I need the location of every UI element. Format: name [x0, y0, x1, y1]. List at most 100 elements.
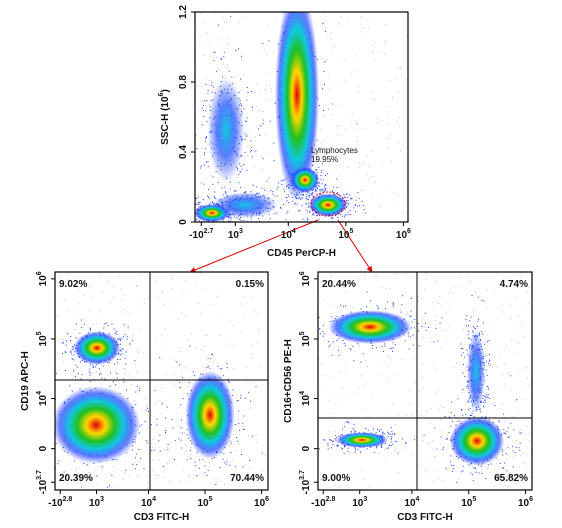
- event-dot: [198, 303, 200, 305]
- event-dot: [489, 471, 491, 473]
- event-dot: [404, 78, 406, 80]
- event-dot: [210, 223, 211, 224]
- event-dot: [457, 398, 459, 400]
- event-dot: [328, 74, 330, 76]
- event-dot: [515, 446, 517, 448]
- event-dot: [319, 190, 321, 192]
- event-dot: [324, 61, 326, 63]
- event-dot: [363, 204, 365, 206]
- event-dot: [501, 304, 503, 306]
- event-dot: [335, 192, 337, 194]
- event-dot: [199, 35, 201, 37]
- event-dot: [298, 10, 299, 11]
- event-dot: [212, 33, 214, 35]
- event-dot: [266, 153, 268, 155]
- event-dot: [180, 386, 182, 388]
- event-dot: [465, 335, 467, 337]
- event-dot: [204, 148, 206, 150]
- event-dot: [69, 385, 71, 387]
- event-dot: [74, 329, 76, 331]
- event-dot: [226, 43, 228, 45]
- event-dot: [360, 452, 362, 454]
- event-dot: [114, 363, 116, 365]
- event-dot: [478, 332, 480, 334]
- event-dot: [343, 193, 345, 195]
- event-dot: [263, 469, 265, 471]
- event-dot: [523, 462, 525, 464]
- event-dot: [129, 343, 131, 345]
- event-dot: [139, 432, 141, 434]
- event-dot: [97, 475, 99, 477]
- event-dot: [363, 275, 365, 277]
- event-dot: [412, 344, 414, 346]
- event-dot: [264, 222, 265, 223]
- event-dot: [218, 24, 220, 26]
- x-tick-label: 103: [352, 496, 367, 508]
- event-dot: [458, 276, 460, 278]
- event-dot: [487, 388, 489, 390]
- event-dot: [233, 190, 235, 192]
- event-dot: [487, 467, 489, 469]
- event-dot: [140, 330, 142, 332]
- event-dot: [204, 137, 206, 139]
- event-dot: [189, 475, 191, 477]
- event-dot: [315, 190, 317, 192]
- event-dot: [246, 117, 248, 119]
- event-dot: [146, 274, 148, 276]
- event-dot: [218, 229, 219, 230]
- event-dot: [213, 59, 215, 61]
- event-dot: [467, 354, 469, 356]
- event-dot: [219, 334, 221, 336]
- event-dot: [279, 321, 280, 322]
- event-dot: [438, 302, 440, 304]
- event-dot: [462, 465, 464, 467]
- event-dot: [58, 460, 60, 462]
- event-dot: [502, 311, 504, 313]
- event-dot: [337, 444, 339, 446]
- event-dot: [103, 327, 105, 329]
- event-dot: [427, 443, 429, 445]
- event-dot: [88, 471, 90, 473]
- event-dot: [424, 312, 426, 314]
- y-tick-label: 104: [36, 391, 48, 406]
- event-dot: [216, 481, 218, 483]
- event-dot: [360, 451, 362, 453]
- event-dot: [287, 194, 289, 196]
- event-dot: [123, 324, 125, 326]
- event-dot: [316, 6, 317, 7]
- event-dot: [468, 282, 470, 284]
- event-dot: [207, 225, 208, 226]
- event-dot: [261, 187, 263, 189]
- event-dot: [377, 308, 379, 310]
- event-dot: [88, 371, 90, 373]
- event-dot: [335, 86, 337, 88]
- event-dot: [389, 288, 391, 290]
- event-dot: [351, 198, 353, 200]
- event-dot: [236, 400, 238, 402]
- event-dot: [321, 183, 323, 185]
- event-dot: [147, 298, 149, 300]
- event-dot: [172, 427, 174, 429]
- event-dot: [384, 433, 386, 435]
- event-dot: [330, 416, 332, 418]
- event-dot: [252, 437, 254, 439]
- event-dot: [180, 431, 182, 433]
- event-dot: [302, 218, 304, 220]
- event-dot: [232, 224, 233, 225]
- event-dot: [386, 147, 388, 149]
- event-dot: [231, 76, 233, 78]
- y-tick-label: 0.8: [178, 75, 189, 89]
- event-dot: [256, 434, 258, 436]
- event-dot: [469, 407, 471, 409]
- event-dot: [317, 185, 319, 187]
- event-dot: [305, 198, 307, 200]
- event-dot: [50, 440, 51, 441]
- event-dot: [307, 223, 308, 224]
- population: [185, 370, 235, 460]
- event-dot: [451, 401, 453, 403]
- event-dot: [394, 344, 396, 346]
- event-dot: [152, 458, 154, 460]
- event-dot: [461, 408, 463, 410]
- event-dot: [81, 485, 83, 487]
- event-dot: [199, 313, 201, 315]
